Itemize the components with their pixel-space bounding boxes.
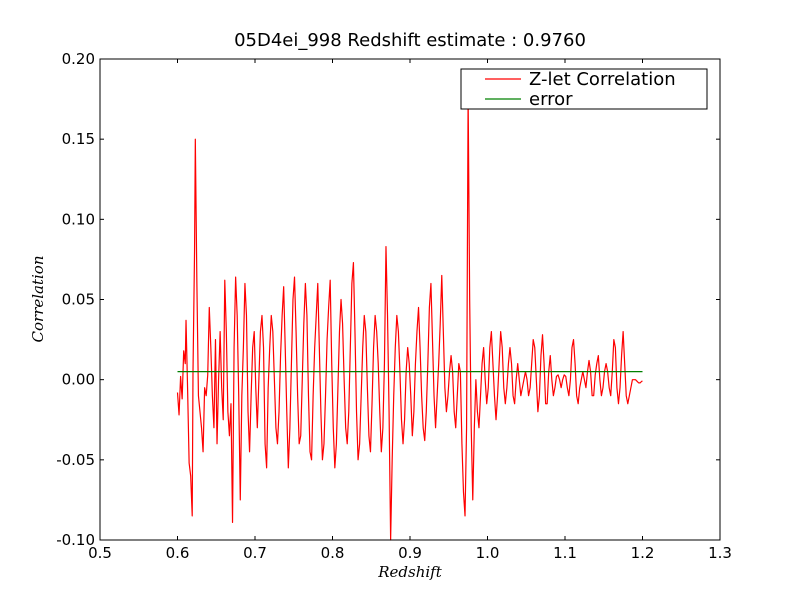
y-tick-label: 0.15 (62, 130, 95, 148)
legend-label-1: error (529, 89, 573, 110)
x-tick-label: 1.2 (631, 544, 655, 562)
y-tick-label: 0.05 (62, 291, 95, 309)
plot-area (100, 59, 720, 540)
y-tick-label: 0.20 (62, 50, 95, 68)
x-tick-label: 1.0 (476, 544, 500, 562)
y-tick-label: 0.00 (62, 371, 95, 389)
legend-label-0: Z-let Correlation (529, 69, 676, 90)
x-tick-label: 0.8 (321, 544, 345, 562)
y-tick-label: -0.10 (56, 531, 95, 549)
chart-title: 05D4ei_998 Redshift estimate : 0.9760 (234, 30, 586, 51)
series-line-0 (176, 93, 643, 541)
y-axis-label: Correlation (29, 256, 47, 343)
axis-ticks: 0.5 0.6 0.7 0.8 0.9 1.0 1.1 1.2 1.3 -0.10 -0.05 0.0… (56, 50, 732, 562)
x-tick-label: 0.6 (166, 544, 190, 562)
legend-box (460, 68, 708, 110)
x-tick-label: 0.5 (88, 544, 112, 562)
x-axis-label: Redshift (377, 563, 442, 581)
y-tick-label: -0.05 (56, 451, 95, 469)
y-tick-label: 0.10 (62, 210, 95, 228)
series-lines (176, 93, 643, 541)
x-tick-label: 1.3 (708, 544, 732, 562)
x-tick-label: 1.1 (553, 544, 577, 562)
x-tick-label: 0.7 (243, 544, 267, 562)
x-tick-label: 0.9 (398, 544, 422, 562)
